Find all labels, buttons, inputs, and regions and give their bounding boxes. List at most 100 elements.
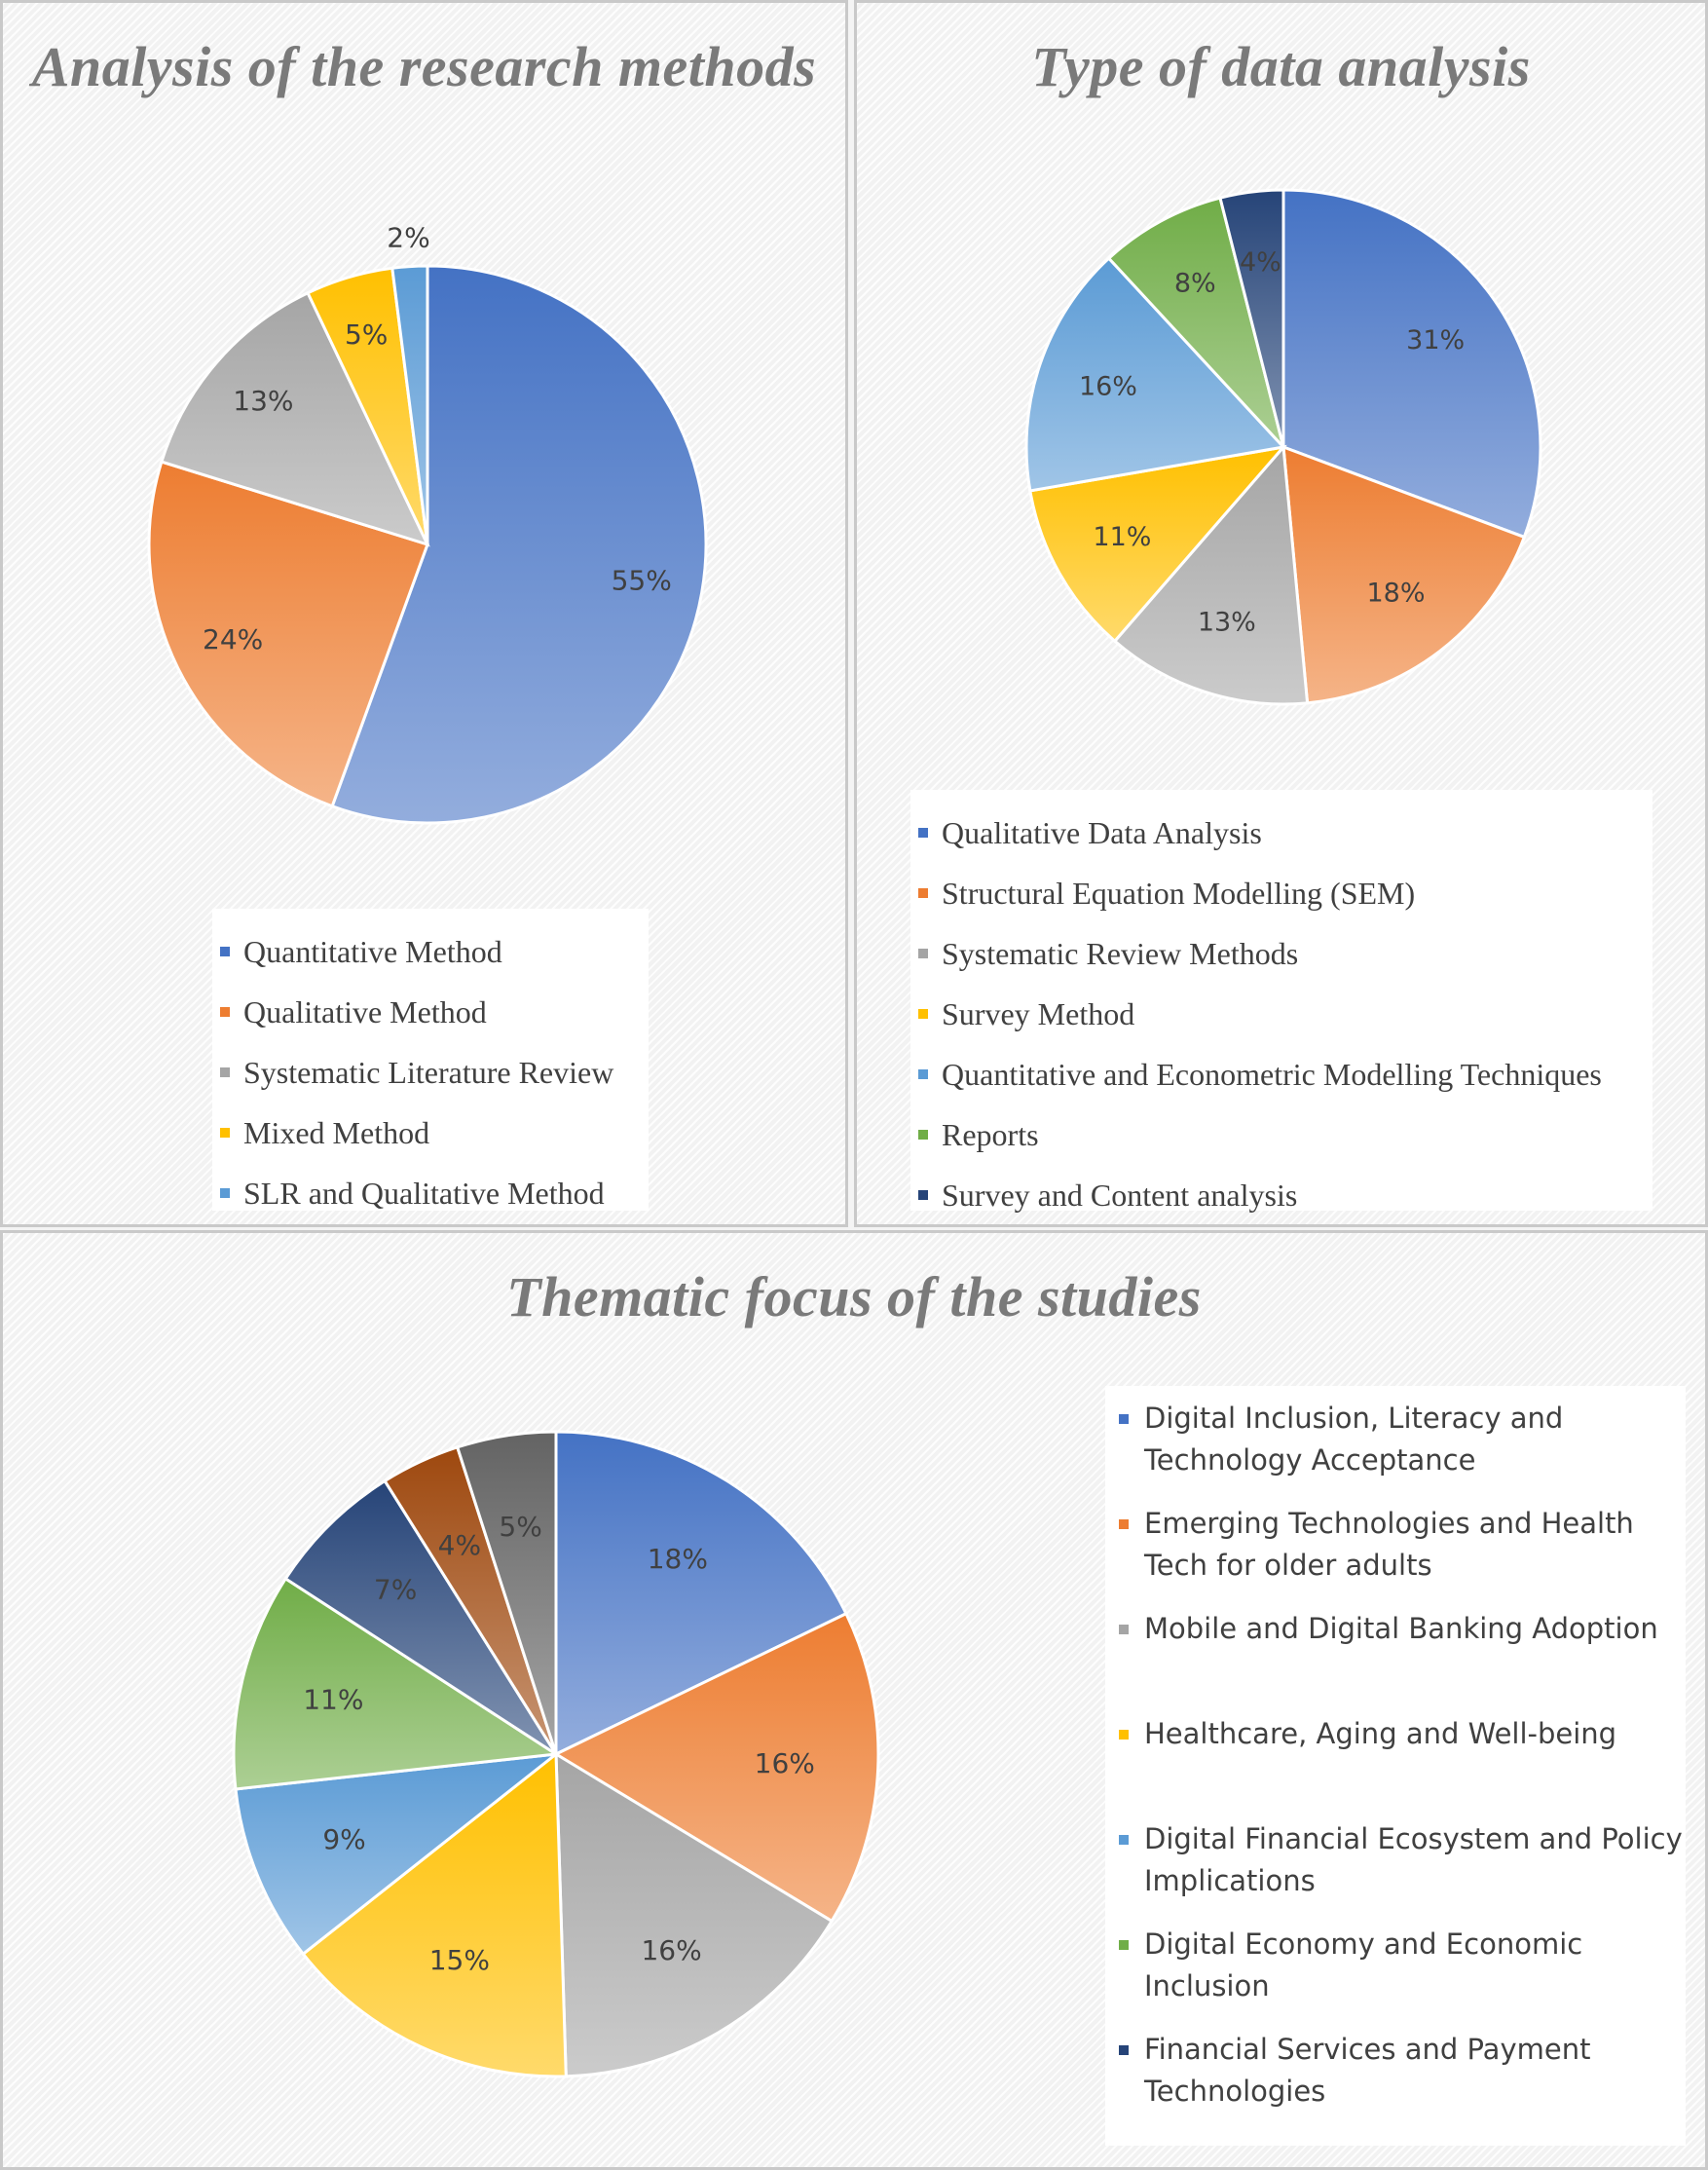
legend-label: Reports bbox=[942, 1117, 1039, 1152]
legend-label: Qualitative Data Analysis bbox=[942, 815, 1262, 850]
legend-swatch bbox=[1119, 1414, 1129, 1424]
data-label: 15% bbox=[429, 1944, 490, 1976]
legend-label: Emerging Technologies and Health Tech fo… bbox=[1144, 1507, 1634, 1582]
legend-item: Emerging Technologies and Health Tech fo… bbox=[1105, 1503, 1686, 1587]
legend-item: Systematic Review Methods bbox=[910, 934, 1652, 973]
data-label: 24% bbox=[203, 623, 263, 655]
legend-swatch bbox=[1119, 1940, 1129, 1950]
chart-title: Thematic focus of the studies bbox=[506, 1265, 1202, 1328]
pie-slice-2 bbox=[1281, 444, 1527, 705]
chart-title: Type of data analysis bbox=[1031, 35, 1531, 98]
legend-label: Systematic Literature Review bbox=[243, 1055, 614, 1090]
data-label: 4% bbox=[438, 1529, 481, 1561]
legend-item: Survey and Content analysis bbox=[910, 1176, 1652, 1215]
legend-item: Reports bbox=[910, 1115, 1652, 1154]
legend-swatch bbox=[918, 1190, 928, 1200]
legend-label: Mixed Method bbox=[243, 1115, 430, 1150]
data-label: 16% bbox=[641, 1934, 701, 1966]
pie-slice-1 bbox=[330, 264, 708, 825]
data-label: 18% bbox=[1367, 578, 1426, 608]
chart-legend: Quantitative Method Qualitative Method Sys… bbox=[212, 909, 649, 1211]
data-label: 5% bbox=[345, 318, 388, 351]
legend-label: Financial Services and Payment Technolog… bbox=[1144, 2033, 1591, 2108]
pie-slice-1 bbox=[554, 1430, 848, 1757]
legend-label: Digital Economy and Economic Inclusion bbox=[1144, 1927, 1583, 2002]
legend-swatch bbox=[918, 888, 928, 898]
legend-item: Mobile and Digital Banking Adoption bbox=[1105, 1608, 1686, 1650]
pie-slice-5 bbox=[1024, 256, 1286, 493]
legend-swatch bbox=[1119, 1835, 1129, 1845]
data-label: 8% bbox=[1174, 268, 1216, 298]
pie-slice-6 bbox=[1106, 196, 1285, 449]
pie-slice-3 bbox=[160, 290, 430, 547]
legend-label: SLR and Qualitative Method bbox=[243, 1176, 605, 1211]
pie-slice-3 bbox=[554, 1751, 835, 2078]
legend-swatch bbox=[1119, 2045, 1129, 2055]
legend-swatch bbox=[220, 947, 230, 956]
legend-swatch bbox=[1119, 1519, 1129, 1529]
legend-item: Financial Services and Payment Technolog… bbox=[1105, 2029, 1686, 2113]
data-label: 5% bbox=[499, 1511, 541, 1543]
legend-label: Survey Method bbox=[942, 996, 1135, 1031]
legend-item: Digital Economy and Economic Inclusion bbox=[1105, 1924, 1686, 2007]
data-label: 11% bbox=[303, 1684, 363, 1716]
pie-slice-9 bbox=[455, 1430, 558, 1755]
data-label: 4% bbox=[1240, 247, 1281, 278]
legend-item: Qualitative Data Analysis bbox=[910, 813, 1652, 852]
legend-item: Mixed Method bbox=[212, 1113, 649, 1152]
legend-label: Digital Inclusion, Literacy and Technolo… bbox=[1144, 1402, 1564, 1477]
chart-panel-research-methods: Analysis of the research methods 55% 24% 1… bbox=[0, 0, 848, 1227]
pie-slice-6 bbox=[232, 1576, 561, 1791]
pie-slice-5 bbox=[390, 264, 429, 545]
legend-swatch bbox=[918, 828, 928, 838]
legend-swatch bbox=[918, 1009, 928, 1019]
legend-item: Quantitative Method bbox=[212, 932, 649, 971]
legend-item: Digital Inclusion, Literacy and Technolo… bbox=[1105, 1398, 1686, 1481]
legend-item: Quantitative and Econometric Modelling T… bbox=[910, 1055, 1652, 1094]
legend-swatch bbox=[220, 1067, 230, 1077]
chart-legend: Qualitative Data Analysis Structural Equa… bbox=[910, 790, 1652, 1213]
pie-slice-3 bbox=[1112, 443, 1310, 706]
data-label: 9% bbox=[322, 1823, 365, 1855]
data-label: 13% bbox=[233, 385, 293, 417]
pie-chart-data-analysis: 31% 18% 13% 11% 16% 8% 4% bbox=[1024, 188, 1542, 706]
legend-swatch bbox=[918, 949, 928, 958]
chart-panel-data-analysis: Type of data analysis 31% 18% 13% 11% 16% 8% 4… bbox=[854, 0, 1708, 1227]
legend-label: Systematic Review Methods bbox=[942, 936, 1299, 971]
pie-slice-2 bbox=[147, 460, 429, 808]
legend-label: Quantitative and Econometric Modelling T… bbox=[942, 1057, 1602, 1092]
legend-label: Structural Equation Modelling (SEM) bbox=[942, 876, 1416, 911]
legend-label: Healthcare, Aging and Well-being bbox=[1144, 1717, 1617, 1750]
legend-label: Survey and Content analysis bbox=[942, 1178, 1298, 1213]
legend-item: Structural Equation Modelling (SEM) bbox=[910, 874, 1652, 913]
legend-item: Survey Method bbox=[910, 994, 1652, 1033]
legend-swatch bbox=[220, 1128, 230, 1138]
pie-slice-1 bbox=[1281, 188, 1542, 540]
chart-title: Analysis of the research methods bbox=[31, 35, 817, 98]
pie-chart-research-methods: 55% 24% 13% 5% 2% bbox=[147, 222, 708, 825]
pie-slice-4 bbox=[301, 1750, 568, 2078]
pie-slice-7 bbox=[1218, 188, 1285, 448]
pie-chart-thematic-focus: 18% 16% 16% 15% 9% 11% 7% 4% 5% bbox=[232, 1430, 880, 2078]
legend-swatch bbox=[220, 1188, 230, 1198]
pie-slice-7 bbox=[283, 1478, 558, 1756]
legend-label: Mobile and Digital Banking Adoption bbox=[1144, 1612, 1658, 1645]
legend-label: Quantitative Method bbox=[243, 934, 502, 969]
legend-label: Qualitative Method bbox=[243, 994, 487, 1029]
pie-slice-2 bbox=[552, 1611, 880, 1924]
data-label: 31% bbox=[1406, 325, 1465, 355]
legend-item: Digital Financial Ecosystem and Policy I… bbox=[1105, 1818, 1686, 1902]
data-label: 2% bbox=[387, 222, 429, 254]
data-label: 16% bbox=[1079, 372, 1137, 402]
legend-item: Systematic Literature Review bbox=[212, 1053, 649, 1092]
legend-item: SLR and Qualitative Method bbox=[212, 1174, 649, 1213]
data-label: 18% bbox=[648, 1543, 708, 1575]
data-label: 13% bbox=[1198, 607, 1256, 637]
legend-swatch bbox=[918, 1069, 928, 1079]
legend-label: Digital Financial Ecosystem and Policy I… bbox=[1144, 1822, 1683, 1897]
legend-item: Qualitative Method bbox=[212, 992, 649, 1031]
chart-legend: Digital Inclusion, Literacy and Technolo… bbox=[1105, 1386, 1686, 2146]
legend-swatch bbox=[1119, 1625, 1129, 1634]
data-label: 55% bbox=[612, 565, 672, 597]
data-label: 11% bbox=[1093, 522, 1151, 552]
